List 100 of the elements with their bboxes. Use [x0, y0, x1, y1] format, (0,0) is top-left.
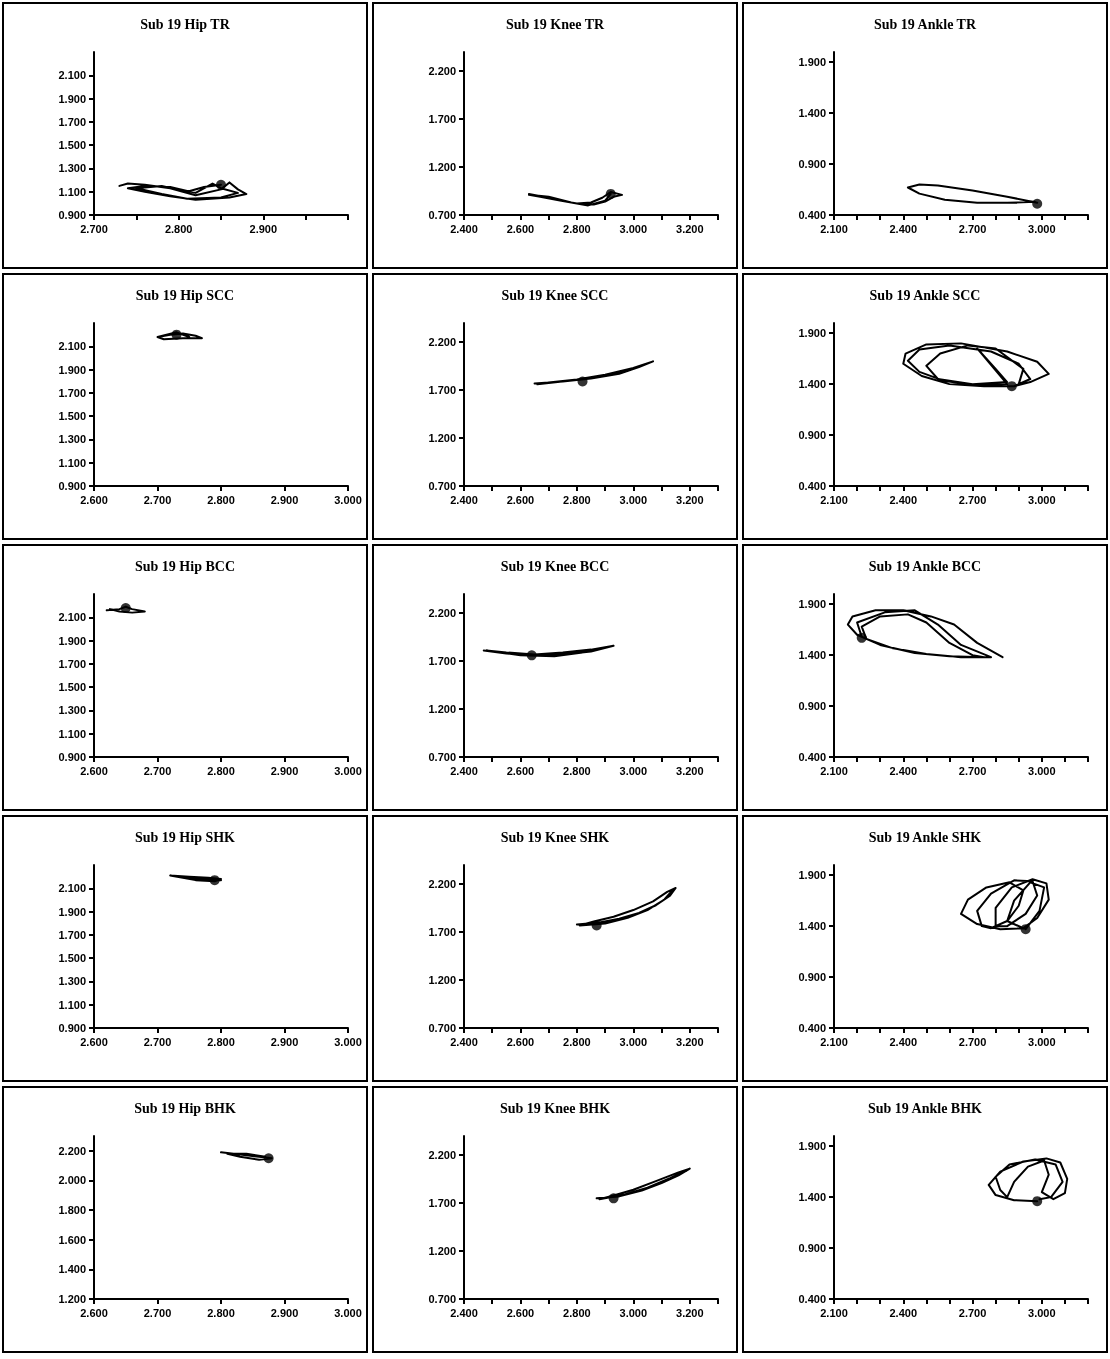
y-tick-label: 0.700 [428, 209, 456, 221]
x-tick-label: 2.700 [143, 764, 172, 777]
y-tick-label: 1.400 [798, 920, 826, 933]
x-tick-label: 2.100 [820, 1035, 848, 1048]
y-tick-label: 1.400 [58, 1263, 86, 1276]
x-tick-label: 2.600 [80, 1306, 108, 1319]
y-tick-label: 2.100 [58, 882, 86, 895]
y-tick-label: 1.400 [798, 1191, 826, 1204]
x-tick-label: 3.000 [334, 764, 362, 777]
x-tick-label: 2.800 [207, 764, 235, 777]
x-tick-label: 3.200 [676, 1035, 704, 1048]
y-tick-label: 1.900 [798, 869, 826, 882]
y-tick-label: 1.700 [58, 928, 86, 941]
y-tick-label: 1.200 [58, 1293, 86, 1305]
x-tick-label: 3.000 [1028, 222, 1056, 235]
y-tick-label: 2.200 [58, 1144, 86, 1157]
chart-title: Sub 19 Knee BCC [500, 558, 610, 574]
y-tick-label: 1.400 [798, 378, 826, 391]
y-tick-label: 0.900 [798, 429, 826, 442]
line-series [527, 190, 624, 207]
x-tick-label: 2.800 [563, 1035, 591, 1048]
y-tick-label: 2.200 [428, 1149, 456, 1162]
y-tick-label: 2.100 [58, 69, 86, 82]
x-tick-label: 3.000 [334, 1035, 362, 1048]
x-tick-label: 2.100 [820, 493, 848, 506]
x-tick-label: 2.600 [506, 222, 535, 235]
x-tick-label: 2.800 [563, 493, 591, 506]
y-tick-label: 1.900 [58, 634, 86, 647]
x-tick-label: 3.000 [334, 493, 362, 506]
x-tick-label: 3.000 [619, 764, 648, 777]
y-tick-label: 1.700 [428, 926, 456, 939]
y-tick-label: 1.900 [798, 1140, 826, 1153]
y-tick-label: 2.200 [428, 878, 456, 891]
y-tick-label: 1.500 [58, 681, 86, 694]
x-tick-label: 2.800 [563, 1306, 591, 1319]
y-tick-label: 1.700 [428, 384, 456, 397]
x-tick-label: 3.000 [334, 1306, 362, 1319]
y-tick-label: 0.900 [798, 700, 826, 713]
y-tick-label: 0.700 [428, 751, 456, 763]
chart-title: Sub 19 Hip SHK [135, 829, 236, 845]
y-tick-label: 0.400 [798, 1022, 826, 1034]
y-tick-label: 1.700 [58, 115, 86, 128]
x-tick-label: 2.700 [958, 493, 987, 506]
line-series [156, 331, 203, 341]
x-tick-label: 2.800 [207, 1306, 235, 1319]
y-tick-label: 1.100 [58, 998, 86, 1011]
y-tick-label: 1.200 [428, 432, 456, 445]
x-tick-label: 2.700 [80, 222, 108, 235]
x-tick-label: 3.000 [619, 222, 648, 235]
y-tick-label: 0.700 [428, 1022, 456, 1034]
x-tick-label: 2.400 [450, 493, 478, 506]
x-tick-label: 2.400 [450, 764, 478, 777]
x-tick-label: 3.000 [619, 1035, 648, 1048]
x-tick-label: 3.000 [1028, 764, 1056, 777]
y-tick-label: 0.900 [58, 1022, 86, 1034]
y-tick-label: 1.900 [58, 92, 86, 105]
y-tick-label: 0.400 [798, 1293, 826, 1305]
y-tick-label: 1.700 [58, 386, 86, 399]
x-tick-label: 2.400 [889, 1306, 918, 1319]
x-tick-label: 2.400 [450, 1306, 478, 1319]
x-tick-label: 2.800 [207, 493, 235, 506]
y-tick-label: 0.700 [428, 480, 456, 492]
x-tick-label: 3.000 [1028, 1035, 1056, 1048]
y-tick-label: 1.900 [798, 327, 826, 340]
x-tick-label: 3.200 [676, 493, 704, 506]
x-tick-label: 2.900 [270, 493, 299, 506]
x-tick-label: 3.200 [676, 1306, 704, 1319]
x-tick-label: 2.700 [143, 1306, 172, 1319]
chart-title: Sub 19 Hip BHK [134, 1100, 236, 1116]
chart-title: Sub 19 Ankle BHK [868, 1100, 983, 1116]
x-tick-label: 2.900 [270, 764, 299, 777]
chart-title: Sub 19 Knee TR [505, 16, 605, 32]
chart-title: Sub 19 Knee SHK [500, 829, 610, 845]
x-tick-label: 2.600 [80, 764, 108, 777]
line-series [118, 181, 248, 201]
x-tick-label: 3.200 [676, 222, 704, 235]
y-tick-label: 1.200 [428, 1245, 456, 1258]
y-tick-label: 2.100 [58, 611, 86, 624]
y-tick-label: 1.700 [428, 113, 456, 126]
line-series [533, 360, 655, 386]
y-tick-label: 1.500 [58, 952, 86, 965]
y-tick-label: 0.900 [798, 158, 826, 171]
chart-title: Sub 19 Ankle SCC [869, 287, 981, 303]
x-tick-label: 2.800 [207, 1035, 235, 1048]
y-tick-label: 1.900 [798, 56, 826, 69]
x-tick-label: 2.600 [506, 1035, 535, 1048]
y-tick-label: 1.900 [58, 363, 86, 376]
x-tick-label: 2.800 [563, 222, 591, 235]
y-tick-label: 1.300 [58, 433, 86, 446]
x-tick-label: 2.700 [958, 1035, 987, 1048]
chart-title: Sub 19 Hip SCC [135, 287, 235, 303]
x-tick-label: 3.000 [619, 1306, 648, 1319]
y-tick-label: 1.500 [58, 410, 86, 423]
y-tick-label: 1.300 [58, 704, 86, 717]
x-tick-label: 2.800 [164, 222, 193, 235]
y-tick-label: 1.900 [58, 905, 86, 918]
y-tick-label: 0.900 [58, 751, 86, 763]
x-tick-label: 2.700 [143, 493, 172, 506]
x-tick-label: 2.600 [80, 493, 108, 506]
x-tick-label: 2.900 [270, 1306, 299, 1319]
